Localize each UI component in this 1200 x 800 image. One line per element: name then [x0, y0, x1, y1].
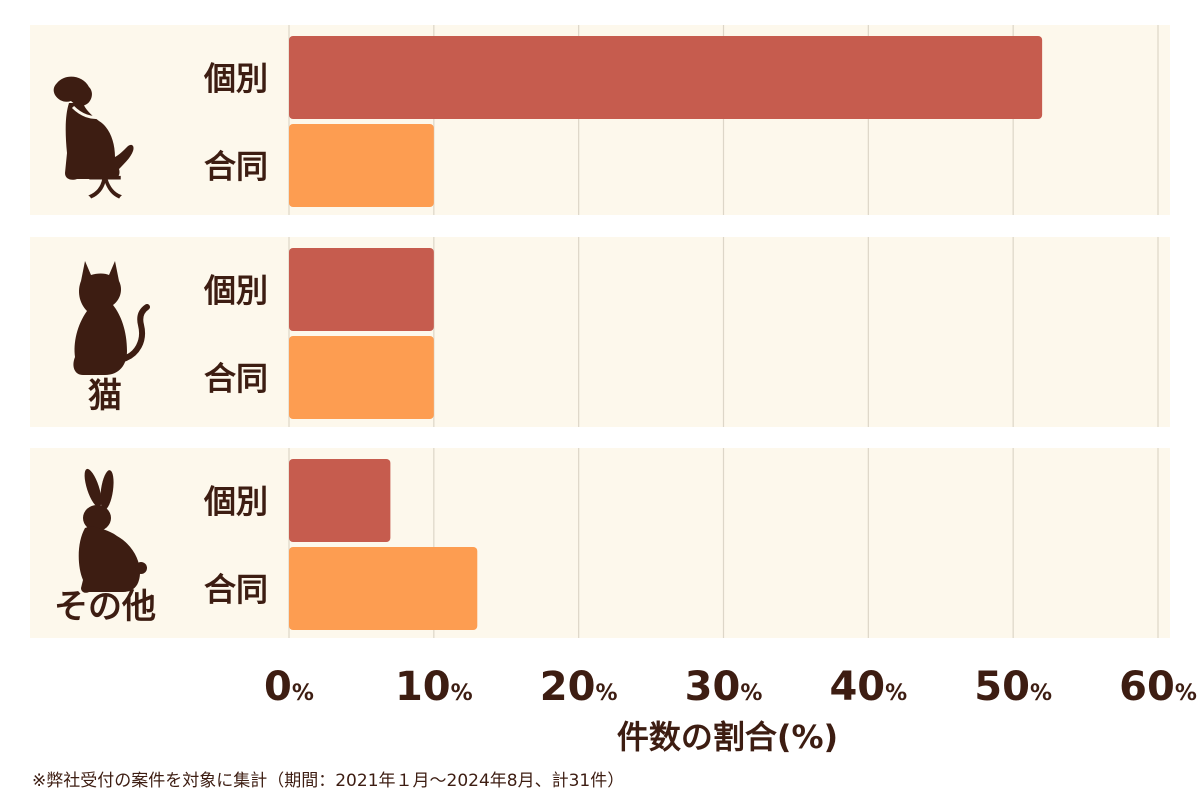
x-tick-label: 10%: [395, 664, 473, 710]
bar: [289, 124, 434, 207]
x-tick-value: 20: [540, 664, 596, 710]
bar: [289, 459, 391, 542]
dog-head: [53, 76, 92, 106]
x-axis-title: 件数の割合(%): [617, 718, 838, 756]
dog-collar: [71, 105, 102, 119]
x-tick-label: 30%: [685, 664, 763, 710]
bar: [289, 547, 478, 630]
bar-label: 個別: [203, 60, 268, 98]
x-tick-label: 20%: [540, 664, 618, 710]
x-tick-value: 60: [1119, 664, 1175, 710]
x-tick-label: 40%: [829, 664, 907, 710]
x-tick-unit: %: [1030, 681, 1052, 706]
x-tick-value: 30: [685, 664, 741, 710]
bars: [289, 36, 1043, 630]
group-label: 猫: [88, 376, 122, 416]
dog-icon: [53, 76, 134, 180]
bar: [289, 248, 434, 331]
x-tick-unit: %: [740, 681, 762, 706]
dog-body: [65, 103, 134, 180]
x-axis: 0% 10% 20% 30% 40% 50% 60%件数の割合(%): [264, 664, 1197, 756]
bar-label: 合同: [204, 360, 268, 398]
x-tick-unit: %: [1175, 681, 1197, 706]
bar-label: 合同: [204, 148, 268, 186]
icons: [53, 76, 150, 593]
rabbit-tail: [135, 562, 147, 574]
rabbit-icon: [78, 468, 147, 593]
group-panel: [30, 237, 1170, 427]
x-tick-unit: %: [595, 681, 617, 706]
bar-label: 個別: [203, 272, 268, 310]
x-tick-label: 50%: [974, 664, 1052, 710]
group-label: その他: [54, 587, 156, 627]
cat-tail: [120, 304, 150, 362]
x-tick-unit: %: [885, 681, 907, 706]
x-tick-label: 60%: [1119, 664, 1197, 710]
cat-icon: [73, 261, 150, 375]
rabbit-head: [83, 505, 111, 531]
footnote: ※弊社受付の案件を対象に集計（期間：2021年１月～2024年8月、計31件）: [32, 771, 625, 791]
x-tick-value: 0: [264, 664, 292, 710]
group-panel: [30, 448, 1170, 638]
x-tick-unit: %: [451, 681, 473, 706]
bar: [289, 36, 1043, 119]
x-tick-label: 0%: [264, 664, 314, 710]
x-tick-value: 50: [974, 664, 1030, 710]
cat-body: [73, 261, 127, 375]
bar: [289, 336, 434, 419]
x-tick-value: 40: [829, 664, 885, 710]
bar-label: 合同: [204, 571, 268, 609]
rabbit-ear: [84, 468, 102, 508]
bar-label: 個別: [203, 483, 268, 521]
x-tick-value: 10: [395, 664, 451, 710]
rabbit-body: [78, 526, 141, 593]
x-tick-unit: %: [292, 681, 314, 706]
rabbit-ear: [100, 470, 114, 510]
